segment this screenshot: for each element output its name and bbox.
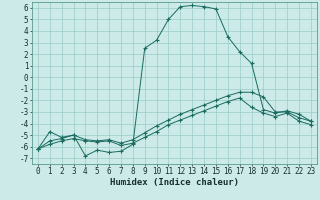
- X-axis label: Humidex (Indice chaleur): Humidex (Indice chaleur): [110, 178, 239, 187]
